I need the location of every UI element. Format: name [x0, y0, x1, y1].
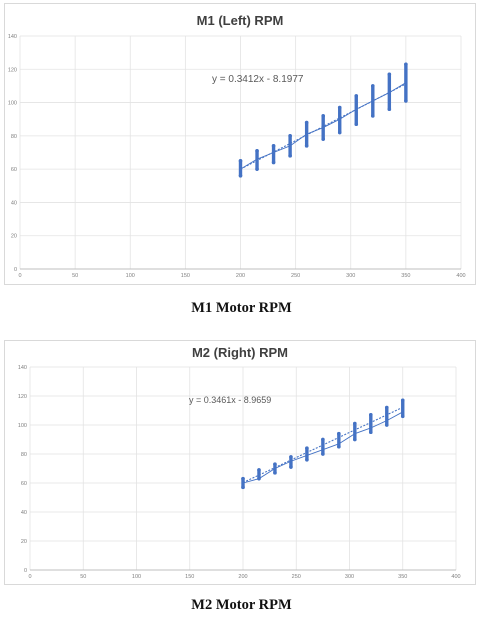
m2-y-tick-label: 20: [21, 539, 27, 545]
m2-point: [257, 476, 261, 481]
m2-point: [257, 468, 261, 472]
m1-point: [354, 122, 359, 127]
m2-y-tick-label: 120: [18, 394, 27, 400]
m2-point: [353, 421, 357, 426]
m1-plot: 0 50 100 150 200 250 300 350 400 0 20 40 60 80 100 120 1…: [8, 34, 466, 279]
m1-x-tick-label: 350: [401, 273, 410, 279]
m2-point: [384, 405, 389, 410]
m1-y-tick-label: 120: [8, 67, 17, 73]
m1-x-tick-label: 100: [126, 273, 135, 279]
m2-point: [289, 455, 293, 459]
m1-point: [321, 137, 325, 141]
m2-x-tick-label: 400: [451, 574, 460, 580]
m2-point: [305, 446, 309, 450]
m2-point: [337, 431, 341, 436]
m1-point: [387, 107, 392, 112]
m2-y-tick-label: 60: [21, 481, 27, 487]
m1-x-tick-label: 250: [291, 273, 300, 279]
m2-x-tick-label: 50: [80, 574, 86, 580]
m1-point: [371, 84, 375, 88]
m2-x-tick-label: 100: [132, 574, 141, 580]
m2-y-tick-label: 0: [24, 568, 27, 574]
m1-y-tick-label: 60: [11, 167, 17, 173]
m1-point: [337, 105, 342, 110]
m2-point: [369, 413, 373, 417]
m2-x-tick-label: 300: [345, 574, 354, 580]
m2-point: [321, 437, 325, 442]
m2-x-tick-label: 350: [398, 574, 407, 580]
m2-point: [305, 458, 309, 462]
m2-point: [400, 398, 405, 403]
m2-point: [384, 423, 389, 427]
m2-caption: M2 Motor RPM: [191, 597, 292, 613]
m1-point: [288, 154, 292, 158]
m1-point: [271, 144, 276, 148]
m2-point: [273, 462, 277, 466]
m1-x-tick-label: 300: [346, 273, 355, 279]
m1-x-tick-label: 150: [181, 273, 190, 279]
m1-point: [238, 174, 243, 178]
m2-plot: 0 50 100 150 200 250 300 350 400 0 20 40 60 80 100 120 1…: [18, 365, 461, 580]
m2-point: [241, 485, 245, 490]
m2-point: [400, 414, 405, 419]
m1-x-tick-label: 0: [18, 273, 21, 279]
m1-y-tick-label: 80: [11, 134, 17, 140]
m1-y-tick-label: 40: [11, 200, 17, 206]
m1-point: [271, 160, 276, 165]
m1-point: [354, 94, 359, 98]
m1-point: [404, 99, 408, 103]
m2-y-tick-label: 100: [18, 423, 27, 429]
m1-point: [387, 72, 392, 77]
m1-point: [321, 114, 325, 118]
m2-y-tick-label: 140: [18, 365, 27, 371]
m2-x-tick-label: 150: [185, 574, 194, 580]
m1-chart: M1 (Left) RPM 0 50 100 150 200 250 300 350 400 0 2…: [4, 3, 476, 285]
m2-x-tick-label: 0: [28, 574, 31, 580]
m1-y-tick-label: 100: [8, 101, 17, 107]
m1-point: [255, 149, 259, 153]
m1-point: [304, 120, 309, 125]
m2-chart-title: M2 (Right) RPM: [191, 345, 289, 360]
m2-point: [369, 430, 373, 435]
m1-point: [255, 167, 259, 171]
m2-y-tick-label: 40: [21, 510, 27, 516]
m1-point: [238, 159, 243, 163]
m2-x-tick-label: 200: [238, 574, 247, 580]
m1-caption: M1 Motor RPM: [191, 300, 292, 316]
m1-trendline-equation: y = 0.3412x - 8.1977: [212, 74, 304, 85]
m2-point: [273, 471, 277, 475]
m1-point: [304, 144, 309, 148]
m2-x-tick-label: 250: [292, 574, 301, 580]
m1-point: [404, 62, 408, 67]
m2-trendline-equation: y = 0.3461x - 8.9659: [189, 395, 271, 405]
m2-point: [337, 444, 341, 449]
m1-y-tick-label: 140: [8, 34, 17, 40]
m1-y-tick-label: 20: [11, 234, 17, 240]
m1-point: [288, 134, 292, 138]
m1-y-tick-label: 0: [14, 267, 17, 273]
m2-point: [289, 465, 293, 469]
m1-trendline: [240, 83, 407, 170]
m2-chart: M2 (Right) RPM 0 50 100 150 200 250 300 350 400 0…: [4, 340, 476, 585]
m1-point: [371, 114, 375, 118]
m2-point: [241, 476, 245, 481]
m1-x-tick-label: 50: [72, 273, 78, 279]
m1-chart-title: M1 (Left) RPM: [196, 13, 284, 28]
m1-point: [337, 130, 342, 135]
m2-point: [321, 452, 325, 456]
m1-x-tick-label: 200: [236, 273, 245, 279]
m2-y-tick-label: 80: [21, 452, 27, 458]
m1-x-tick-label: 400: [456, 273, 465, 279]
m2-point: [353, 437, 357, 442]
